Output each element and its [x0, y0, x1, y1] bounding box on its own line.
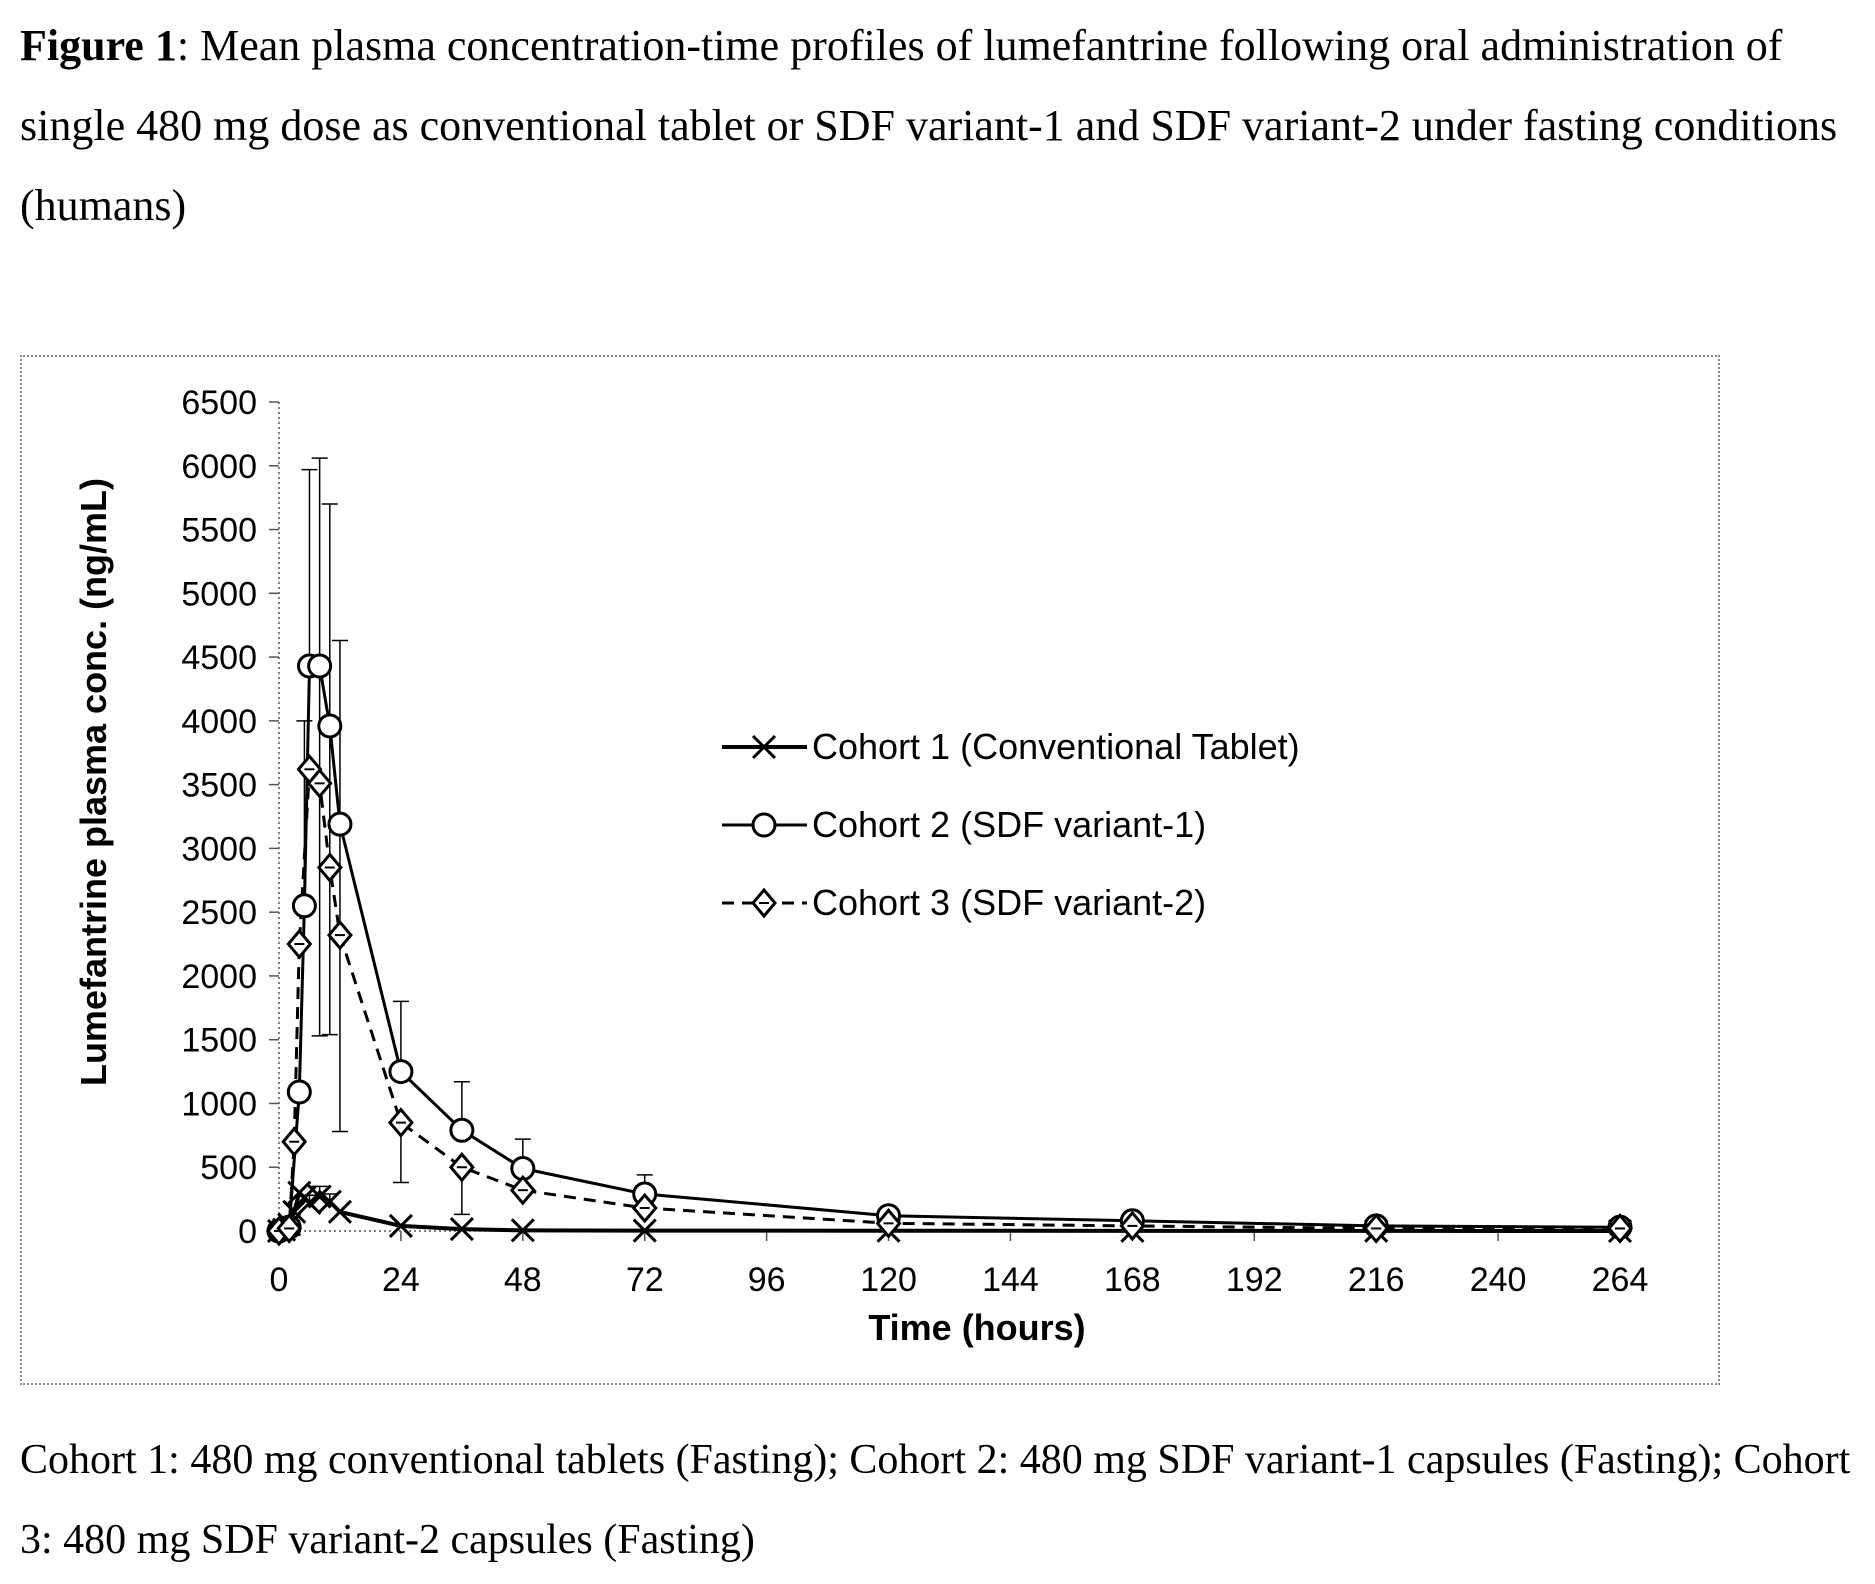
- legend-marker-2: [751, 812, 777, 838]
- legend-label-1: Cohort 1 (Conventional Tablet): [812, 726, 1300, 767]
- y-tick-label: 6500: [181, 384, 257, 422]
- y-tick-label: 2000: [181, 958, 257, 996]
- x-tick-label: 144: [982, 1261, 1039, 1299]
- x-tick-label: 0: [270, 1261, 289, 1299]
- y-tick-label: 6000: [181, 448, 257, 486]
- x-tick-label: 240: [1470, 1261, 1527, 1299]
- data-point-series-3: [387, 1107, 414, 1138]
- x-tick-label: 192: [1226, 1261, 1283, 1299]
- series-line-3: [278, 767, 1620, 1233]
- y-axis-label: Lumefantrine plasma conc. (ng/mL): [73, 478, 114, 1086]
- figure-footnote: Cohort 1: 480 mg conventional tablets (F…: [20, 1437, 1851, 1563]
- data-point-series-2: [286, 1079, 312, 1105]
- data-point-series-3: [875, 1208, 902, 1239]
- data-point-series-1: [327, 1199, 353, 1224]
- error-bars: [296, 457, 653, 1216]
- legend-label-2: Cohort 2 (SDF variant-1): [812, 804, 1206, 845]
- x-tick-label: 264: [1592, 1261, 1649, 1299]
- figure-label: Figure 1: [20, 21, 177, 70]
- legend-marker-3: [751, 887, 777, 919]
- legend: Cohort 1 (Conventional Tablet) Cohort 2 (…: [722, 726, 1300, 923]
- data-point-series-2: [317, 713, 343, 739]
- x-tick-label: 72: [626, 1261, 664, 1299]
- data-point-series-2: [388, 1059, 414, 1085]
- data-point-series-1: [388, 1213, 413, 1238]
- figure-caption-text: : Mean plasma concentration-time profile…: [20, 21, 1838, 230]
- y-tick-label: 5000: [181, 575, 257, 613]
- y-tick-label: 4500: [181, 639, 257, 677]
- data-point-series-3: [316, 852, 343, 883]
- figure-caption: Figure 1: Mean plasma concentration-time…: [20, 6, 1865, 246]
- x-axis-label: Time (hours): [868, 1307, 1085, 1348]
- data-point-series-3: [306, 768, 333, 799]
- y-tick-label: 0: [238, 1213, 257, 1251]
- data-point-series-2: [327, 811, 353, 837]
- chart-frame: 0 500 1000 1500 2000 2500 3000 3500 4000 4500 5000…: [20, 355, 1720, 1385]
- data-point-series-3: [448, 1151, 475, 1183]
- line-chart: 0 500 1000 1500 2000 2500 3000 3500 4000 4500 5000…: [73, 384, 1648, 1348]
- data-point-series-3: [1607, 1213, 1633, 1244]
- data-point-series-3: [509, 1174, 536, 1206]
- y-tick-label: 2500: [181, 894, 257, 932]
- data-point-series-1: [449, 1217, 474, 1242]
- data-point-series-1: [510, 1218, 535, 1243]
- series-markers: [266, 653, 1633, 1247]
- y-tick-label: 500: [200, 1149, 257, 1187]
- x-tick-label: 96: [748, 1261, 786, 1299]
- legend-label-3: Cohort 3 (SDF variant-2): [812, 882, 1206, 923]
- data-point-series-3: [326, 919, 353, 951]
- x-tick-label: 48: [504, 1261, 542, 1299]
- data-point-series-1: [632, 1218, 657, 1243]
- y-tick-label: 1000: [181, 1085, 257, 1123]
- x-tick-label: 24: [382, 1261, 420, 1299]
- y-tick-label: 4000: [181, 703, 257, 741]
- y-tick-label: 5500: [181, 512, 257, 550]
- data-point-series-3: [276, 1213, 303, 1244]
- data-point-series-2: [291, 893, 317, 919]
- y-tick-label: 1500: [181, 1022, 257, 1060]
- x-tick-label: 120: [860, 1261, 917, 1299]
- data-point-series-2: [307, 653, 333, 679]
- x-tick-label: 216: [1348, 1261, 1405, 1299]
- y-tick-label: 3500: [181, 767, 257, 805]
- data-point-series-2: [449, 1117, 475, 1143]
- x-tick-label: 168: [1104, 1261, 1161, 1299]
- data-point-series-3: [631, 1192, 658, 1224]
- axes: 0 500 1000 1500 2000 2500 3000 3500 4000 4500 5000…: [181, 384, 1648, 1299]
- data-point-series-3: [286, 928, 313, 960]
- data-point-series-3: [281, 1126, 308, 1158]
- data-point-series-3: [1119, 1210, 1146, 1242]
- y-tick-label: 3000: [181, 830, 257, 868]
- data-point-series-3: [1363, 1213, 1390, 1244]
- series-line-2: [278, 664, 1621, 1233]
- legend-marker-1: [751, 734, 777, 760]
